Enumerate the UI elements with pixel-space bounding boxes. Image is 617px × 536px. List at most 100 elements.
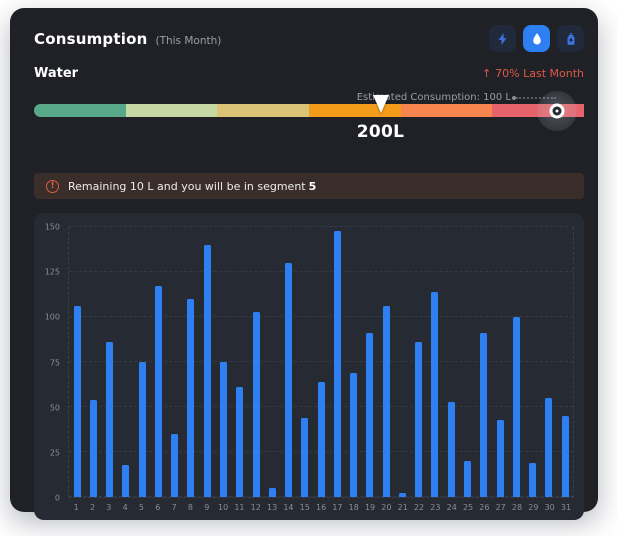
bar-cell-10 [215, 227, 231, 497]
bar-day-15[interactable] [301, 417, 309, 497]
bar-day-22[interactable] [415, 342, 423, 497]
estimated-consumption: Estimated Consumption: 100 L [357, 92, 556, 103]
x-tick-label-10: 10 [218, 503, 229, 512]
bar-day-13[interactable] [268, 488, 276, 497]
bar-day-25[interactable] [464, 461, 471, 497]
gas-bottle-icon [564, 32, 578, 46]
bar-day-11[interactable] [236, 387, 244, 497]
x-tick-label-28: 28 [511, 503, 523, 512]
gauge-segment-5 [400, 104, 493, 117]
bar-day-16[interactable] [317, 381, 325, 497]
notice-text-prefix: Remaining 10 L and you will be in segmen… [68, 179, 306, 193]
gas-button[interactable] [557, 25, 584, 52]
bar-day-31[interactable] [561, 416, 569, 497]
x-tick-label-20: 20 [381, 503, 392, 512]
consumption-gauge: Estimated Consumption: 100 L 200L [34, 90, 585, 161]
bar-cell-19 [362, 227, 378, 497]
bar-day-20[interactable] [382, 306, 390, 497]
trend-badge: ↑ 70% Last Month [482, 67, 584, 80]
bar-cell-11 [232, 227, 248, 497]
bar-day-1[interactable] [73, 306, 81, 497]
bar-day-14[interactable] [285, 263, 293, 497]
bar-day-29[interactable] [529, 462, 537, 497]
bar-day-18[interactable] [350, 372, 358, 497]
bar-day-24[interactable] [447, 401, 455, 497]
electricity-button[interactable] [489, 25, 516, 52]
bar-cell-13 [264, 227, 280, 497]
bar-day-17[interactable] [333, 230, 341, 497]
bar-cell-25 [459, 227, 475, 497]
y-tick-label-125: 125 [44, 267, 60, 277]
bar-cell-17 [329, 227, 345, 497]
trend-text: 70% Last Month [495, 66, 584, 80]
bars-row [69, 227, 573, 497]
notice-segment-number: 5 [308, 179, 317, 193]
bar-day-8[interactable] [187, 299, 195, 497]
daily-consumption-chart: 0 25 50 75 100 125 150 1 2 3 4 5 6 7 8 9 10 11 12 13 14 15 16… [34, 213, 584, 520]
bar-cell-7 [167, 227, 183, 497]
bar-day-12[interactable] [252, 311, 260, 497]
bar-cell-14 [280, 227, 296, 497]
bar-day-10[interactable] [220, 362, 228, 497]
chart-x-axis: 1 2 3 4 5 6 7 8 9 10 11 12 13 14 15 16 17 18 19 20 21 22 23 24 2… [68, 498, 574, 514]
bar-cell-26 [476, 227, 492, 497]
x-tick-label-7: 7 [171, 503, 177, 512]
bar-cell-1 [69, 227, 85, 497]
bar-day-4[interactable] [122, 464, 130, 497]
bar-day-19[interactable] [366, 333, 374, 497]
water-button[interactable] [523, 25, 550, 52]
gauge-indicator-handle[interactable] [549, 103, 564, 118]
bar-cell-31 [557, 227, 573, 497]
y-tick-label-150: 150 [44, 222, 60, 232]
bar-cell-21 [394, 227, 410, 497]
x-tick-label-6: 6 [155, 503, 161, 512]
bar-cell-2 [85, 227, 101, 497]
bar-day-28[interactable] [512, 317, 520, 497]
bar-day-9[interactable] [203, 245, 211, 497]
bar-day-23[interactable] [431, 291, 439, 497]
bar-cell-20 [378, 227, 394, 497]
bar-day-26[interactable] [480, 333, 488, 497]
bar-cell-27 [492, 227, 508, 497]
alert-circle-icon: ! [46, 179, 59, 193]
bar-day-30[interactable] [545, 398, 553, 497]
x-tick-label-12: 12 [250, 503, 261, 512]
x-tick-label-4: 4 [122, 503, 128, 512]
x-tick-label-9: 9 [204, 503, 210, 512]
page-title: Consumption [34, 29, 148, 48]
bar-day-6[interactable] [154, 286, 162, 497]
bar-day-3[interactable] [106, 342, 114, 497]
chart-plot [68, 226, 574, 498]
x-tick-label-11: 11 [234, 503, 245, 512]
bar-cell-3 [102, 227, 118, 497]
bar-day-21[interactable] [398, 493, 406, 497]
x-tick-label-31: 31 [560, 503, 572, 512]
y-tick-label-100: 100 [44, 312, 60, 322]
y-tick-label-50: 50 [49, 403, 60, 413]
x-tick-label-27: 27 [495, 503, 506, 512]
x-tick-label-13: 13 [267, 503, 278, 512]
gauge-segment-1 [34, 104, 126, 117]
estimated-consumption-label: Estimated Consumption: 100 L [356, 92, 511, 103]
x-tick-label-23: 23 [430, 503, 441, 512]
bar-cell-30 [541, 227, 557, 497]
bar-day-2[interactable] [89, 399, 97, 497]
x-tick-label-15: 15 [299, 503, 310, 512]
x-tick-label-22: 22 [413, 503, 425, 512]
title-wrap: Consumption (This Month) [34, 30, 221, 48]
water-label: Water [34, 65, 79, 81]
x-tick-label-24: 24 [446, 503, 457, 512]
bar-day-27[interactable] [496, 419, 504, 497]
water-drop-icon [530, 32, 544, 46]
bar-cell-22 [411, 227, 427, 497]
gridline-125 [69, 271, 573, 272]
bar-day-5[interactable] [138, 362, 146, 497]
bar-day-7[interactable] [171, 434, 179, 497]
bar-cell-24 [443, 227, 459, 497]
gauge-marker-triangle-icon[interactable] [372, 95, 389, 113]
water-row: Water ↑ 70% Last Month [34, 64, 584, 82]
warning-notice: ! Remaining 10 L and you will be in segm… [34, 173, 584, 199]
chart-body: 0 25 50 75 100 125 150 [40, 223, 574, 503]
gauge-bar[interactable]: 200L [34, 90, 585, 142]
gridline-100 [69, 316, 573, 317]
